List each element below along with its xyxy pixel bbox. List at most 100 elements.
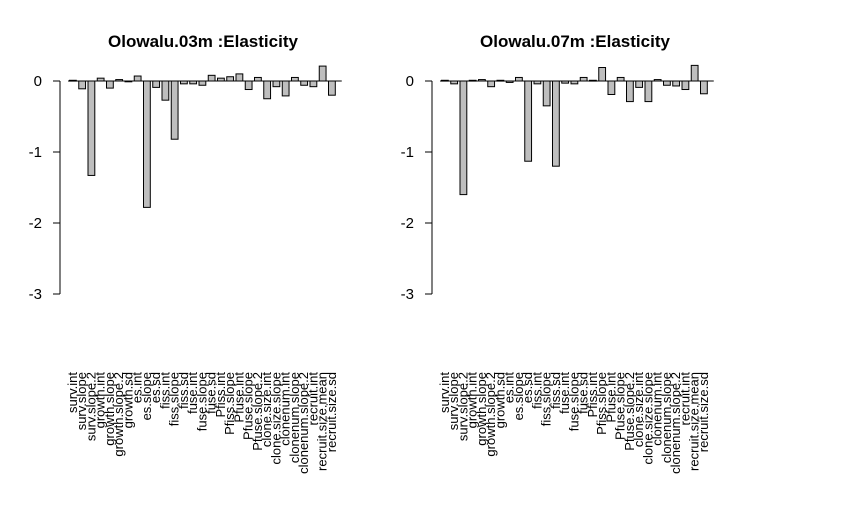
bar-recruit-int [309, 80, 318, 88]
y-tick-label: -2 [401, 215, 414, 232]
bar-growth-slope-2 [487, 80, 496, 88]
bar-fiss-slope [170, 80, 179, 140]
bar-surv-slope [78, 80, 87, 90]
bar-growth-slope-2 [115, 79, 124, 82]
x-category-label: clonenum.slope [287, 372, 302, 463]
bar-fuse-int [561, 80, 570, 84]
x-category-label: Pfiss.int [213, 372, 228, 418]
x-category-label: Pfuse.slope.2 [622, 372, 637, 451]
x-category-label: fiss.int [529, 372, 544, 409]
x-category-label: recruit.int [677, 372, 692, 426]
bar-clonenum-slope [663, 80, 671, 86]
x-category-label: surv.slope.2 [83, 372, 98, 441]
bar-Pfiss-int [217, 77, 225, 82]
bar-es-sd [524, 80, 533, 162]
x-category-label: clone.size.slope [268, 372, 283, 465]
x-category-label: fuse.sd [576, 372, 591, 414]
bar-Pfiss-int [589, 79, 597, 82]
x-category-label: Pfiss.slope [594, 372, 609, 435]
bar-es-int [505, 80, 514, 83]
bar-es-slope [143, 80, 151, 208]
bar-Pfiss-slope [226, 76, 235, 82]
bar-fuse-int [189, 80, 198, 85]
x-category-label: clonenum.int [278, 372, 293, 446]
x-category-label: Pfuse.slope.2 [250, 372, 265, 451]
bar-Pfiss-slope [598, 67, 607, 82]
bar-clone-size-int [635, 80, 644, 88]
bar-Pfuse-slope-2 [254, 76, 262, 82]
bar-clone-size-slope [644, 80, 653, 103]
bar-growth-int [468, 79, 477, 82]
x-category-label: fiss.sd [548, 372, 563, 409]
x-category-label: recruit.int [305, 372, 320, 426]
bar-es-sd [152, 80, 161, 88]
bar-surv-slope-2 [87, 80, 96, 176]
bar-Pfuse-int [607, 80, 616, 95]
x-category-label: surv.slope [74, 372, 89, 430]
x-category-label: growth.slope.2 [483, 372, 498, 457]
bar-fuse-sd [579, 76, 588, 82]
bar-fiss-sd [552, 80, 560, 167]
bar-Pfuse-slope [244, 80, 253, 91]
bar-recruit-size-sd [328, 80, 336, 96]
x-category-label: es.sd [148, 372, 163, 403]
x-category-label: Pfuse.int [603, 372, 618, 423]
x-category-label: growth.slope.2 [111, 372, 126, 457]
x-category-label: growth.sd [120, 372, 135, 428]
y-tick-label: -3 [29, 286, 42, 303]
x-category-label: Pfiss.slope [222, 372, 237, 435]
x-category-label: growth.int [465, 372, 480, 429]
bar-fiss-int [533, 80, 542, 85]
x-category-label: fuse.slope [566, 372, 581, 431]
x-category-label: Pfuse.slope [241, 372, 256, 440]
x-category-label: clonenum.slope [659, 372, 674, 463]
bar-Pfuse-slope [616, 76, 625, 82]
bar-growth-sd [124, 80, 133, 83]
bar-recruit-size-mean [318, 65, 327, 82]
y-tick-label: -1 [401, 144, 414, 161]
x-category-label: growth.sd [492, 372, 507, 428]
x-category-label: fiss.slope [167, 372, 182, 426]
chart-panel-olowalu-07m: Olowalu.07m :Elasticity 0 -1 -2 -3 surv.intsu… [401, 32, 714, 474]
bar-clone-size-slope [272, 80, 281, 88]
bar-Pfuse-int [235, 73, 244, 82]
bar-es-slope [515, 76, 523, 82]
bar-fuse-slope [198, 80, 207, 86]
x-category-label: es.slope [139, 372, 154, 420]
bar-fuse-slope [570, 80, 579, 85]
bar-clone-size-int [263, 80, 272, 100]
bar-recruit-size-mean [690, 64, 699, 82]
x-category-label: surv.int [437, 372, 452, 413]
x-category-label: surv.int [65, 372, 80, 413]
x-category-label: clone.size.int [631, 372, 646, 448]
x-category-label: fiss.slope [539, 372, 554, 426]
bar-recruit-int [681, 80, 690, 91]
x-category-label: clonenum.int [650, 372, 665, 446]
x-category-label: fiss.int [157, 372, 172, 409]
x-category-label: fiss.sd [176, 372, 191, 409]
x-category-label: es.sd [520, 372, 535, 403]
x-category-label: fuse.int [557, 372, 572, 414]
x-category-label: clonenum.slope.2 [296, 372, 311, 474]
x-category-label: clone.size.int [259, 372, 274, 448]
bar-fiss-slope [542, 80, 551, 107]
bar-fiss-sd [180, 80, 188, 85]
x-category-label: Pfuse.int [231, 372, 246, 423]
x-category-label: surv.slope.2 [455, 372, 470, 441]
bar-fuse-sd [207, 74, 216, 82]
bar-growth-slope [106, 80, 114, 89]
bar-clonenum-int [653, 79, 662, 82]
y-tick-label: 0 [34, 73, 42, 90]
bar-surv-int [441, 79, 449, 82]
bar-fiss-int [161, 80, 170, 101]
bar-growth-int [96, 77, 105, 82]
bar-clonenum-slope-2 [672, 80, 681, 87]
bar-growth-sd [496, 79, 505, 82]
x-category-label: recruit.size.mean [687, 372, 702, 471]
y-tick-label: 0 [406, 73, 414, 90]
x-category-label: clonenum.slope.2 [668, 372, 683, 474]
bar-clonenum-slope [291, 76, 299, 82]
bar-surv-slope [450, 80, 459, 85]
bar-Pfuse-slope-2 [626, 80, 634, 103]
